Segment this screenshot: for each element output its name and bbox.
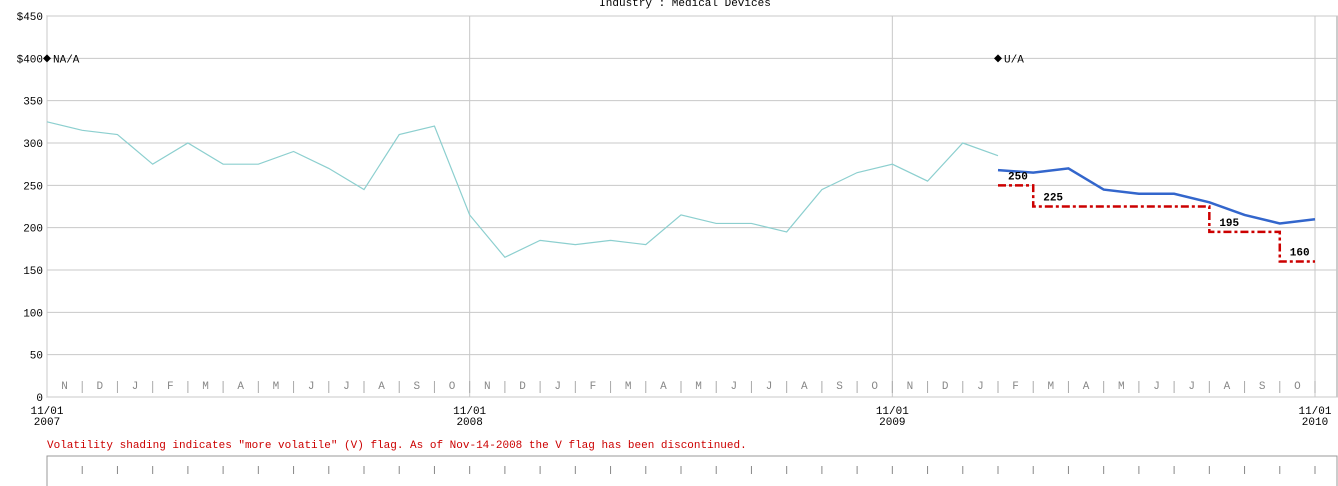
- month-label: J: [554, 381, 561, 393]
- month-label: S: [1259, 381, 1266, 393]
- month-label: S: [414, 381, 421, 393]
- month-label: M: [1118, 381, 1125, 393]
- month-label: A: [1224, 381, 1231, 393]
- month-label: J: [766, 381, 773, 393]
- month-label: J: [731, 381, 738, 393]
- month-label: J: [977, 381, 984, 393]
- x-tick-year: 2008: [456, 417, 482, 429]
- month-label: M: [625, 381, 632, 393]
- month-label: F: [590, 381, 597, 393]
- chart-title: Industry : Medical Devices: [599, 0, 771, 10]
- annotation: NA/A: [53, 54, 80, 66]
- y-tick-label: 250: [23, 181, 43, 193]
- series-line: [46, 121, 999, 259]
- month-label: M: [1048, 381, 1055, 393]
- month-label: M: [202, 381, 209, 393]
- y-tick-label: 150: [23, 266, 43, 278]
- series-line: [998, 184, 1315, 263]
- month-label: J: [1188, 381, 1195, 393]
- y-tick-label: 300: [23, 139, 43, 151]
- value-label: 250: [1008, 171, 1028, 183]
- x-tick-label: 11/01: [30, 406, 63, 418]
- lower-panel: [46, 455, 1338, 486]
- month-label: J: [132, 381, 139, 393]
- y-tick-label: 100: [23, 308, 43, 320]
- x-tick-year: 2009: [879, 417, 905, 429]
- month-label: D: [97, 381, 104, 393]
- month-label: N: [907, 381, 914, 393]
- month-label: J: [308, 381, 315, 393]
- month-label: N: [484, 381, 491, 393]
- x-tick-label: 11/01: [453, 406, 486, 418]
- y-tick-label: 350: [23, 97, 43, 109]
- value-label: 160: [1290, 248, 1310, 260]
- month-label: N: [61, 381, 68, 393]
- value-label: 195: [1219, 218, 1239, 230]
- y-tick-label: 50: [30, 351, 43, 363]
- month-label: A: [1083, 381, 1090, 393]
- annotation-marker: [43, 54, 51, 63]
- month-label: O: [449, 381, 456, 393]
- month-label: J: [343, 381, 350, 393]
- month-label: D: [942, 381, 949, 393]
- x-tick-year: 2007: [34, 417, 60, 429]
- month-label: A: [660, 381, 667, 393]
- x-tick-year: 2010: [1302, 417, 1328, 429]
- month-label: A: [378, 381, 385, 393]
- month-label: F: [1012, 381, 1019, 393]
- month-label: M: [273, 381, 280, 393]
- annotation-marker: [994, 54, 1002, 63]
- month-label: O: [1294, 381, 1301, 393]
- month-label: F: [167, 381, 174, 393]
- y-tick-label: $400: [17, 54, 43, 66]
- x-tick-label: 11/01: [1298, 406, 1331, 418]
- series-line: [997, 167, 1316, 225]
- annotation: U/A: [1004, 54, 1024, 66]
- x-tick-label: 11/01: [876, 406, 909, 418]
- month-label: D: [519, 381, 526, 393]
- month-label: J: [1153, 381, 1160, 393]
- footnote: Volatility shading indicates "more volat…: [47, 440, 747, 452]
- y-tick-label: $450: [17, 12, 43, 24]
- month-label: O: [871, 381, 878, 393]
- value-label: 225: [1043, 193, 1063, 205]
- month-label: M: [695, 381, 702, 393]
- month-label: A: [237, 381, 244, 393]
- month-label: A: [801, 381, 808, 393]
- month-label: S: [836, 381, 843, 393]
- y-tick-label: 200: [23, 224, 43, 236]
- y-tick-label: 0: [36, 393, 43, 405]
